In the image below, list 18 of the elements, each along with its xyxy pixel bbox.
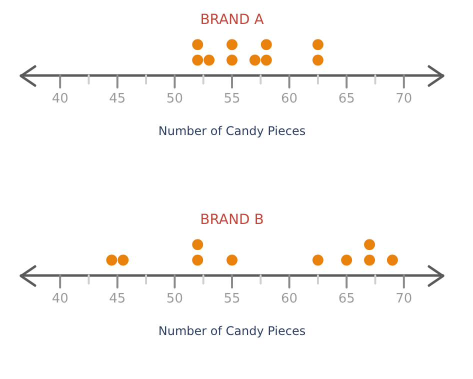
x-tick-label: 70 bbox=[396, 92, 412, 107]
chart-title: BRAND B bbox=[200, 212, 264, 228]
x-tick-label: 70 bbox=[396, 292, 412, 307]
x-axis-title: Number of Candy Pieces bbox=[158, 324, 306, 338]
x-tick-label: 65 bbox=[338, 292, 355, 307]
x-tick-label: 60 bbox=[281, 92, 298, 107]
x-tick-label: 60 bbox=[281, 292, 298, 307]
x-tick-label: 45 bbox=[109, 292, 126, 307]
x-tick-label: 40 bbox=[52, 292, 68, 307]
x-tick-label: 45 bbox=[109, 92, 126, 107]
x-tick-label: 55 bbox=[224, 92, 240, 107]
x-tick-label: 50 bbox=[166, 92, 183, 107]
x-tick-label: 65 bbox=[338, 92, 355, 107]
x-tick-label: 40 bbox=[52, 92, 68, 107]
x-tick-label: 55 bbox=[224, 292, 240, 307]
chart-title: BRAND A bbox=[200, 12, 264, 28]
x-axis-title: Number of Candy Pieces bbox=[158, 124, 306, 138]
x-tick-label: 50 bbox=[166, 292, 183, 307]
